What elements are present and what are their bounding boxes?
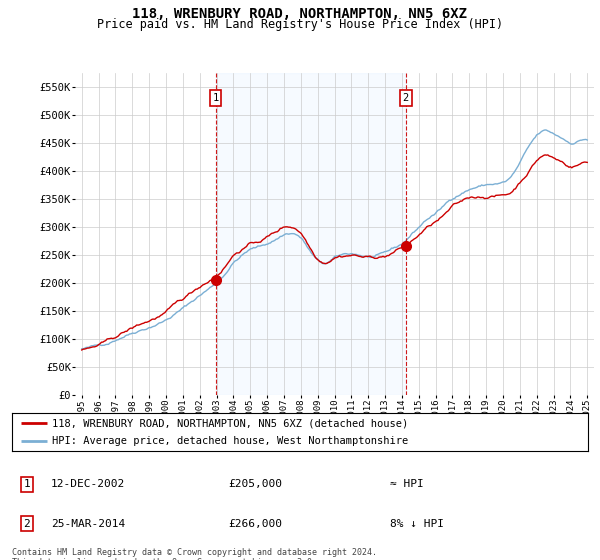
Text: HPI: Average price, detached house, West Northamptonshire: HPI: Average price, detached house, West… [52,436,409,446]
Text: 118, WRENBURY ROAD, NORTHAMPTON, NN5 6XZ: 118, WRENBURY ROAD, NORTHAMPTON, NN5 6XZ [133,7,467,21]
Text: 2: 2 [23,519,31,529]
Text: 1: 1 [212,93,219,103]
Text: £205,000: £205,000 [228,479,282,489]
Text: Contains HM Land Registry data © Crown copyright and database right 2024.
This d: Contains HM Land Registry data © Crown c… [12,548,377,560]
Text: 12-DEC-2002: 12-DEC-2002 [51,479,125,489]
Text: ≈ HPI: ≈ HPI [390,479,424,489]
Text: 25-MAR-2014: 25-MAR-2014 [51,519,125,529]
Text: £266,000: £266,000 [228,519,282,529]
Text: 118, WRENBURY ROAD, NORTHAMPTON, NN5 6XZ (detached house): 118, WRENBURY ROAD, NORTHAMPTON, NN5 6XZ… [52,418,409,428]
Text: 8% ↓ HPI: 8% ↓ HPI [390,519,444,529]
Text: 2: 2 [403,93,409,103]
Bar [216,73,406,395]
Text: 1: 1 [23,479,31,489]
Text: Price paid vs. HM Land Registry's House Price Index (HPI): Price paid vs. HM Land Registry's House … [97,18,503,31]
